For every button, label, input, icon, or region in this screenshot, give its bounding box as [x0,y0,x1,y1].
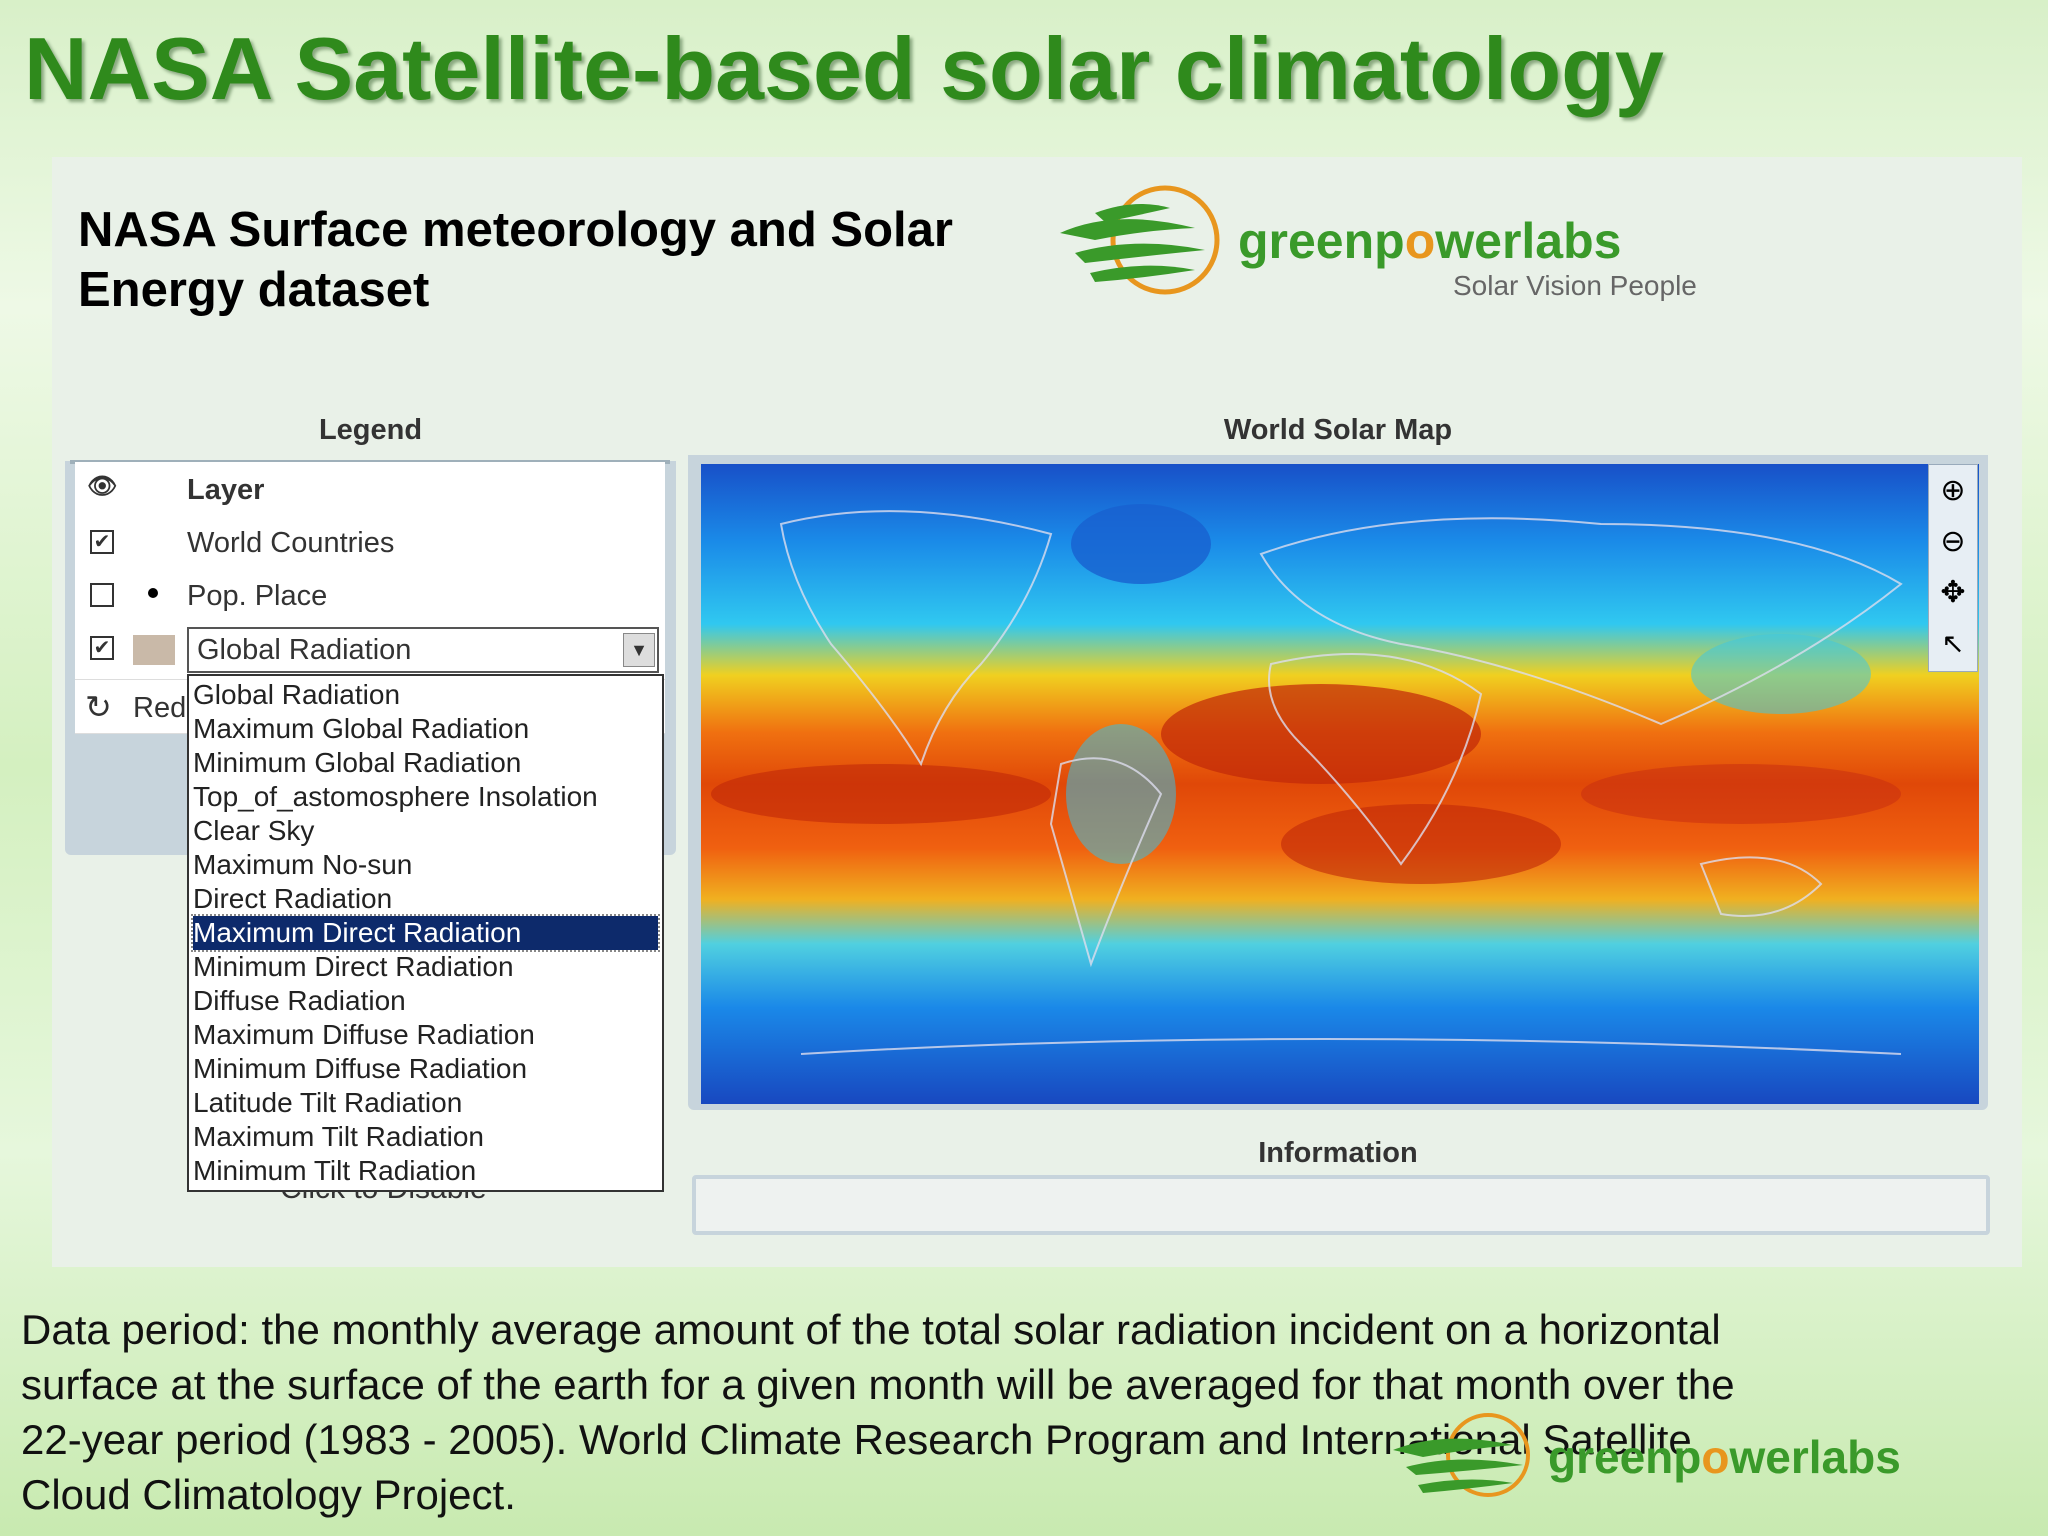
legend-row: 👁 Layer [75,462,665,516]
redraw-icon[interactable]: ↻ [85,689,112,725]
logo-part: greenp [1548,1431,1702,1483]
logo-part: werlabs [1435,213,1622,269]
panel-heading: NASA Surface meteorology and Solar Energ… [78,203,953,317]
dropdown-arrow[interactable]: ▼ [623,633,655,667]
legend-header-text: Layer [187,474,265,506]
logo-text: greenpowerlabs [1238,212,1621,270]
info-header [688,1125,1988,1169]
zoom-in[interactable]: ⊕ [1940,474,1966,507]
select-value: Global Radiation [197,634,412,666]
layer-name: World Countries [187,527,395,559]
layer-name: Pop. Place [187,580,328,612]
dropdown-option[interactable]: Direct Radiation [193,883,393,914]
dropdown-option[interactable]: Minimum Direct Radiation [193,951,514,982]
zoom-out[interactable]: ⊖ [1940,525,1966,558]
footer-text: Data period: the monthly average amount … [21,1306,1735,1518]
dropdown-option[interactable]: Global Radiation [193,679,401,710]
legend-header [65,411,676,461]
dropdown-list: Global Radiation Maximum Global Radiation… [187,674,664,1192]
logo-text: greenpowerlabs [1548,1430,1901,1484]
info-box [692,1175,1990,1235]
checkbox[interactable]: ✔ [90,636,114,660]
point-symbol [148,588,158,598]
eye-icon: 👁 [87,473,118,500]
dropdown-option[interactable]: Maximum Global Radiation [193,713,530,744]
logo-icon [1060,185,1220,295]
legend-row: ✔ World Countries [75,515,665,569]
logo-part: greenp [1238,213,1405,269]
logo-icon [1393,1413,1530,1497]
dropdown-option[interactable]: Latitude Tilt Radiation [193,1087,463,1118]
dropdown-option[interactable]: Maximum Direct Radiation [191,914,660,952]
info-title: Information [1258,1137,1418,1169]
dropdown-option[interactable]: Minimum Global Radiation [193,747,522,778]
redraw-label[interactable]: Redi [133,692,193,724]
legend-title: Legend [318,414,423,446]
dropdown-option[interactable]: Minimum Diffuse Radiation [193,1053,528,1084]
checkbox[interactable] [90,583,114,607]
logo-part: werlabs [1729,1431,1901,1483]
dropdown-option[interactable]: Minimum Tilt Radiation [193,1155,477,1186]
logo-part: o [1404,213,1436,269]
dropdown-option[interactable]: Maximum Tilt Radiation [193,1121,484,1152]
dropdown-option[interactable]: Diffuse Radiation [193,985,406,1016]
checkbox[interactable]: ✔ [90,530,114,554]
map-title: World Solar Map [1223,414,1453,446]
logo-tagline: Solar Vision People [1453,270,1697,301]
dropdown-option[interactable]: Clear Sky [193,815,315,846]
dropdown-option[interactable]: Maximum Diffuse Radiation [193,1019,535,1050]
legend-row: Pop. Place [75,568,665,622]
slide-title: NASA Satellite-based solar climatology [24,19,1664,118]
dropdown-option[interactable]: Maximum No-sun [193,849,413,880]
map-toolbar: ⊕ ⊖ ✥ ↖ [1928,464,1978,672]
identify[interactable]: ↖ [1941,628,1965,659]
logo-part: o [1701,1431,1730,1483]
layer-select[interactable]: Global Radiation ▼ [187,627,659,673]
dropdown-option[interactable]: Top_of_astomosphere Insolation [193,781,598,812]
layer-swatch [133,635,175,665]
map-header [688,411,1988,455]
solar-map [701,464,1979,1104]
pan[interactable]: ✥ [1940,576,1966,609]
